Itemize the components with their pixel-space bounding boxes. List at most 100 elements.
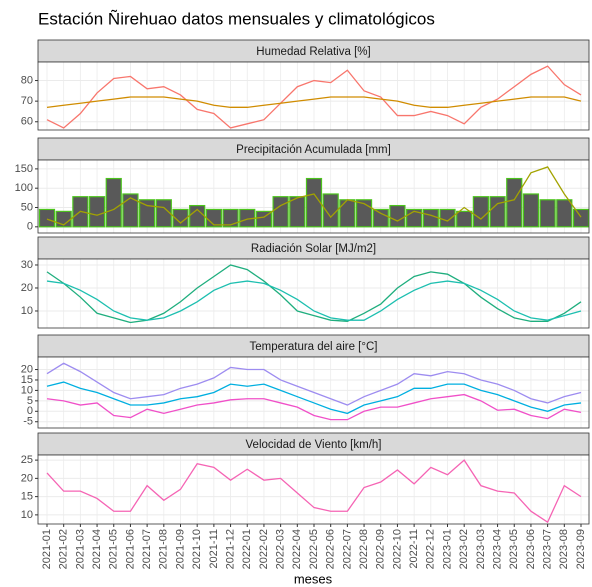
y-tick-label: 50 (21, 201, 33, 213)
x-tick-label: 2021-04 (91, 529, 103, 569)
line (46, 362, 582, 406)
x-tick-label: 2021-02 (58, 529, 70, 569)
bar (322, 193, 339, 228)
x-tick-label: 2023-04 (491, 529, 503, 569)
panel-border (37, 159, 590, 234)
y-tick-label: 80 (21, 74, 33, 86)
y-tick-label: 10 (21, 305, 33, 317)
x-tick-label: 2022-04 (291, 529, 303, 569)
bar (439, 208, 456, 228)
y-tick-label: 0 (27, 405, 33, 417)
bar (88, 196, 106, 228)
y-tick-label: 5 (27, 395, 33, 407)
line (46, 459, 582, 524)
panel-title: Humedad Relativa [%] (256, 46, 370, 58)
line (46, 264, 582, 324)
line (46, 381, 582, 415)
x-tick-label: 2023-06 (525, 529, 537, 569)
x-tick-label: 2021-07 (141, 529, 153, 569)
x-tick-label: 2022-02 (258, 529, 270, 569)
bar (456, 210, 473, 228)
bar (572, 208, 590, 228)
y-tick-label: 20 (21, 363, 33, 375)
x-tick-label: 2021-12 (224, 529, 236, 569)
x-tick-label: 2021-11 (208, 529, 220, 569)
y-tick-label: 0 (27, 221, 33, 233)
bar (339, 199, 356, 228)
x-tick-label: 2022-12 (425, 529, 437, 569)
bar (556, 199, 573, 228)
bar (389, 204, 406, 228)
bar (489, 196, 506, 228)
panel-title: Velocidad de Viento [km/h] (246, 439, 382, 451)
bar (472, 196, 489, 228)
bar (155, 199, 172, 228)
x-tick-label: 2022-09 (375, 529, 387, 569)
x-tick-label: 2022-10 (391, 529, 403, 569)
line (46, 393, 582, 421)
y-tick-label: 15 (21, 374, 33, 386)
y-tick-label: 20 (21, 472, 33, 484)
x-tick-label: 2021-01 (41, 529, 53, 569)
bar (105, 177, 122, 228)
panel-title: Precipitación Acumulada [mm] (236, 144, 391, 156)
x-tick-label: 2023-01 (441, 529, 453, 569)
line (46, 280, 582, 321)
x-tick-label: 2021-06 (124, 529, 136, 569)
bar (305, 177, 323, 228)
y-tick-label: -5 (23, 416, 33, 428)
y-tick-label: 150 (15, 163, 33, 175)
x-tick-label: 2021-03 (74, 529, 86, 569)
x-tick-label: 2022-03 (275, 529, 287, 569)
panel (38, 62, 589, 130)
panel-title: Temperatura del aire [°C] (250, 341, 378, 353)
y-tick-label: 100 (15, 182, 33, 194)
panel-border (37, 61, 590, 131)
bar (122, 193, 139, 228)
x-tick-label: 2022-01 (241, 529, 253, 569)
x-tick-label: 2021-08 (158, 529, 170, 569)
x-tick-label: 2021-10 (191, 529, 203, 569)
x-tick-label: 2022-06 (325, 529, 337, 569)
line (46, 166, 582, 226)
bar (506, 177, 523, 228)
bar (522, 193, 540, 228)
line (46, 96, 582, 108)
bar (372, 208, 389, 228)
panel-title: Radiación Solar [MJ/m2] (251, 243, 376, 255)
x-tick-label: 2022-08 (358, 529, 370, 569)
y-tick-label: 60 (21, 116, 33, 128)
x-tick-label: 2021-05 (108, 529, 120, 569)
chart-title: Estación Ñirehuao datos mensuales y clim… (38, 9, 435, 28)
y-tick-label: 15 (21, 491, 33, 503)
y-tick-label: 70 (21, 95, 33, 107)
x-tick-label: 2023-05 (508, 529, 520, 569)
y-tick-label: 10 (21, 384, 33, 396)
y-tick-label: 30 (21, 259, 33, 271)
bar (272, 196, 289, 228)
bar (422, 208, 439, 228)
y-tick-label: 20 (21, 282, 33, 294)
x-tick-label: 2023-03 (475, 529, 487, 569)
panel (38, 259, 589, 328)
bar (539, 199, 556, 228)
bar (172, 208, 189, 228)
y-tick-label: 25 (21, 454, 33, 466)
panel (38, 455, 589, 524)
panel-border (37, 356, 590, 429)
x-tick-label: 2023-08 (558, 529, 570, 569)
bar (38, 208, 56, 228)
x-tick-label: 2022-07 (341, 529, 353, 569)
bar (289, 196, 306, 228)
x-tick-label: 2022-11 (408, 529, 420, 569)
y-tick-label: 10 (21, 509, 33, 521)
x-tick-label: 2022-05 (308, 529, 320, 569)
x-tick-label: 2023-09 (575, 529, 587, 569)
x-tick-label: 2021-09 (174, 529, 186, 569)
panel-border (37, 258, 590, 329)
bar (222, 208, 239, 228)
x-axis-label: meses (294, 571, 333, 586)
x-tick-label: 2023-07 (542, 529, 554, 569)
x-tick-label: 2023-02 (458, 529, 470, 569)
